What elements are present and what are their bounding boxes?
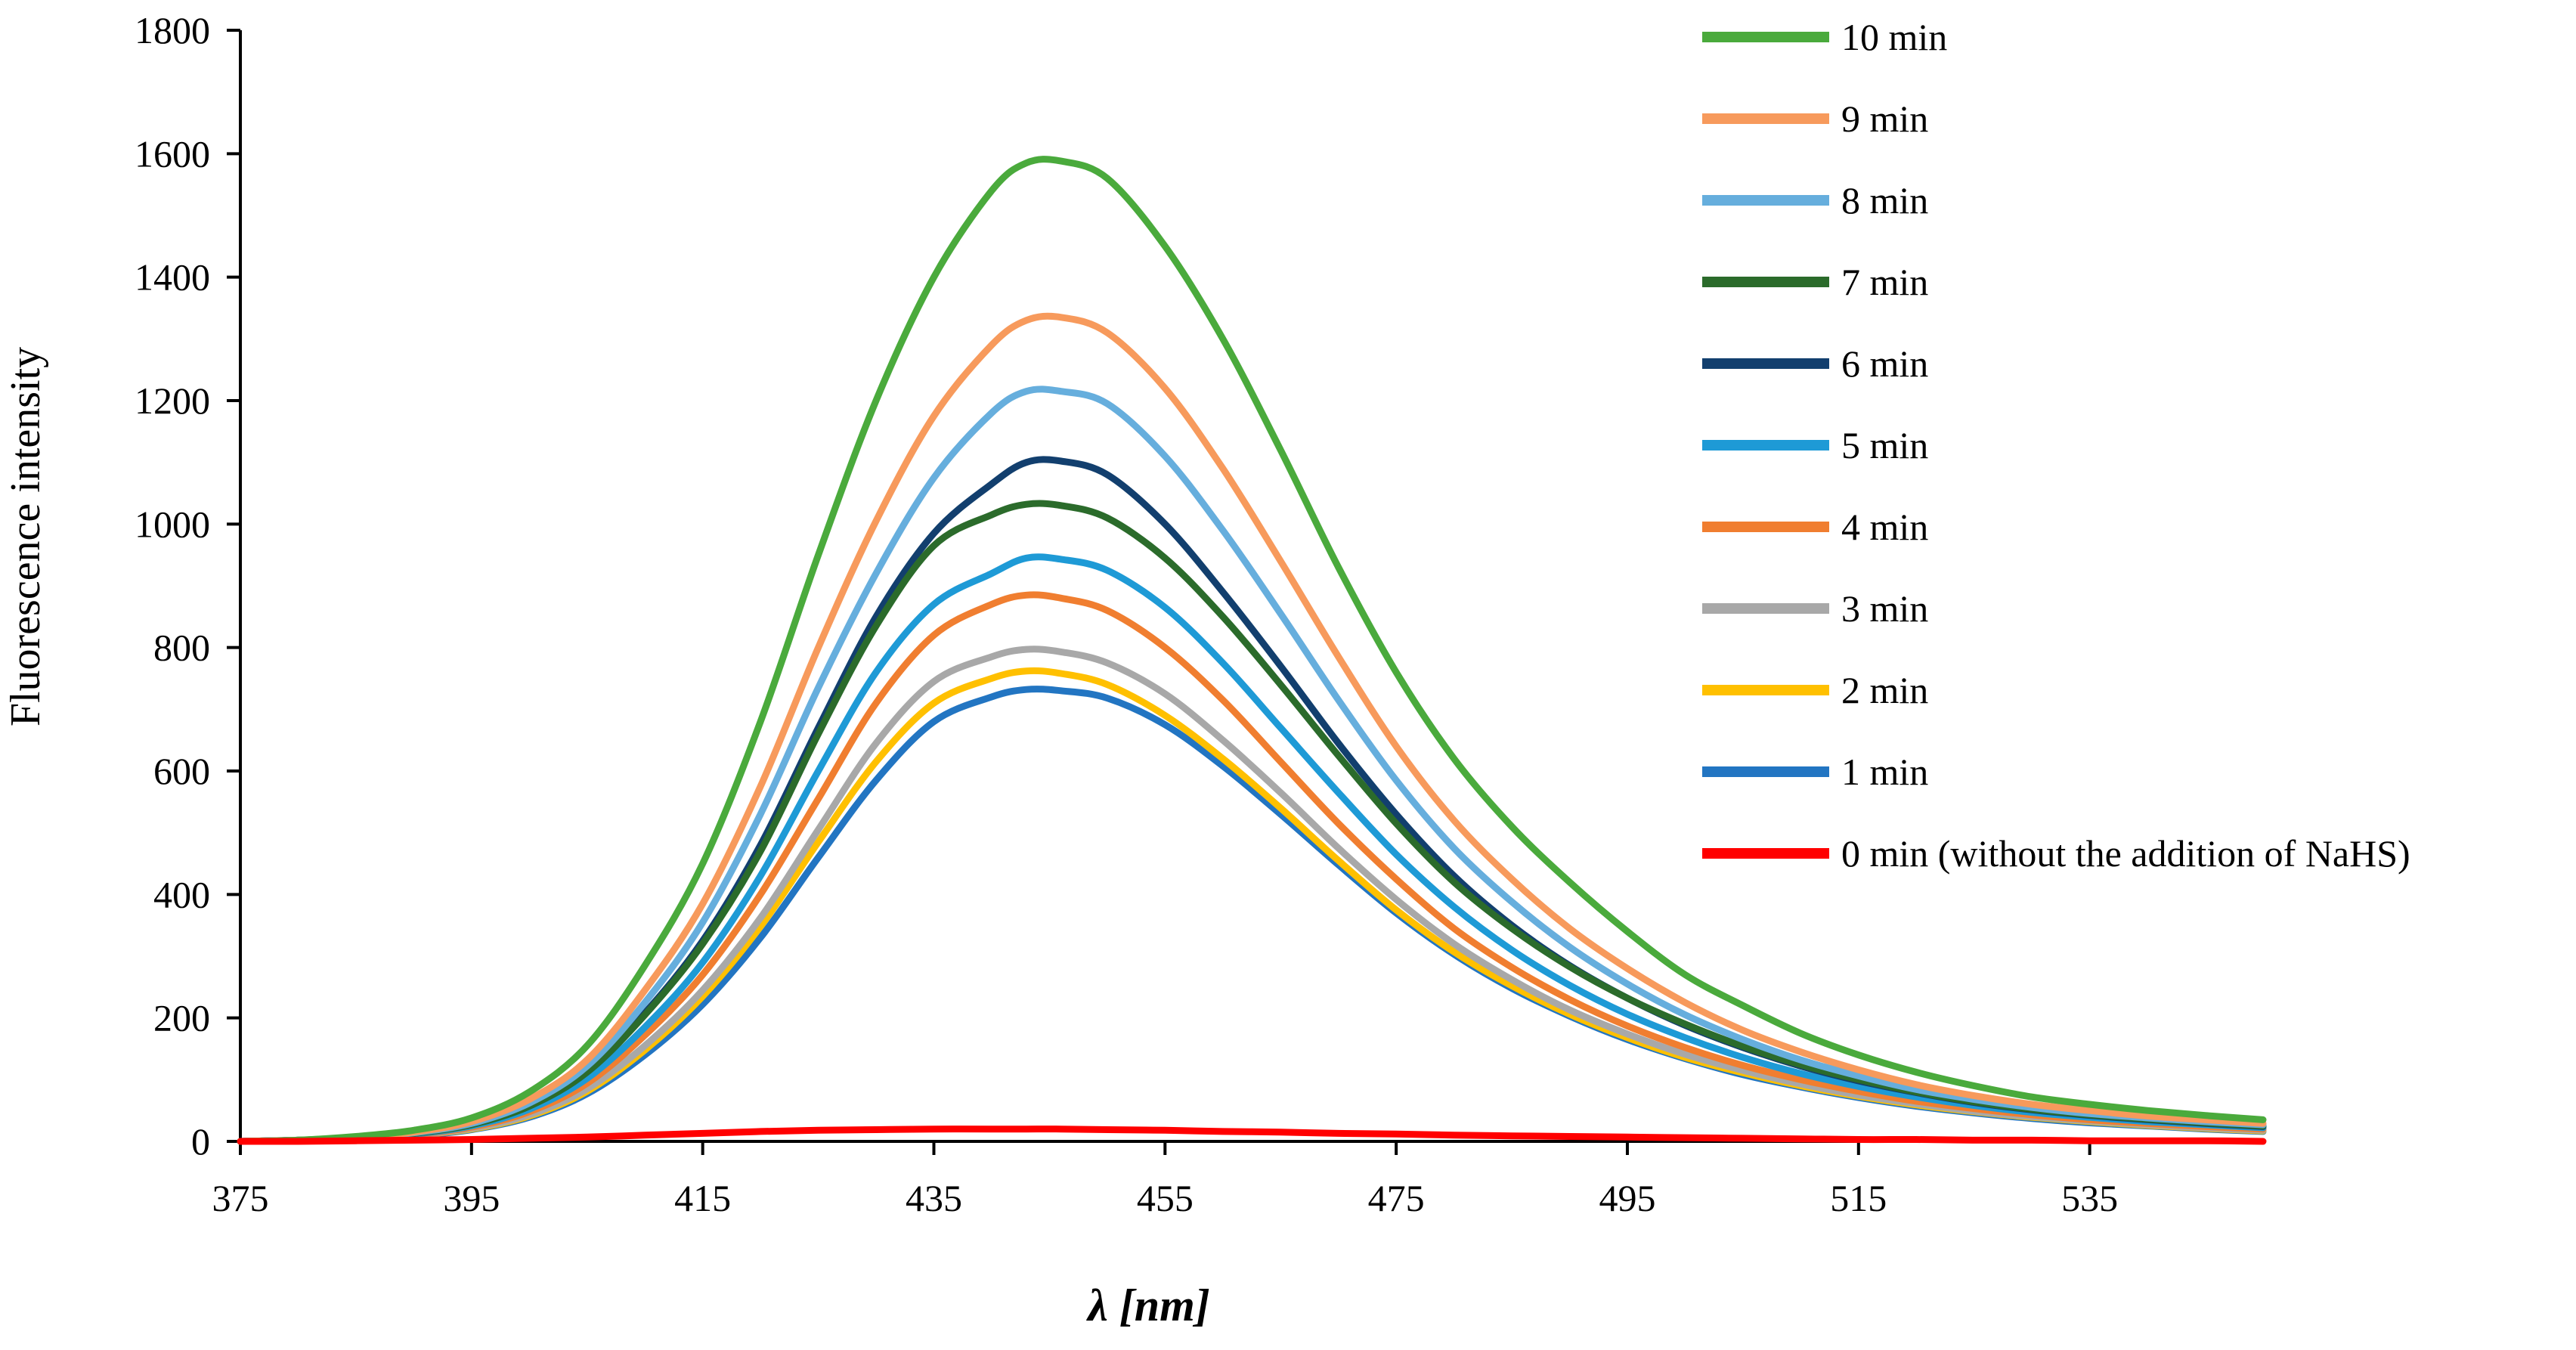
x-tick-label: 455 xyxy=(1137,1177,1194,1219)
legend-label: 6 min xyxy=(1841,342,1928,385)
x-tick-label: 535 xyxy=(2061,1177,2118,1219)
y-axis-title: Fluorescence intensity xyxy=(2,347,49,726)
series-line-8 xyxy=(237,646,2267,1145)
series-line-3 xyxy=(237,385,2267,1145)
y-tick-label: 600 xyxy=(153,750,210,792)
y-tick-label: 400 xyxy=(153,873,210,915)
legend-label: 7 min xyxy=(1841,261,1928,303)
y-tick-label: 1200 xyxy=(135,379,210,422)
legend-label: 5 min xyxy=(1841,424,1928,466)
series-line-9 xyxy=(237,667,2267,1145)
legend-label: 10 min xyxy=(1841,16,1947,58)
legend-label: 1 min xyxy=(1841,751,1928,793)
y-tick-label: 1600 xyxy=(135,132,210,175)
series-line-4 xyxy=(237,500,2267,1145)
series-line-2 xyxy=(237,312,2267,1145)
x-tick-label: 375 xyxy=(212,1177,269,1219)
x-tick-label: 495 xyxy=(1599,1177,1655,1219)
y-tick-label: 200 xyxy=(153,997,210,1039)
x-tick-label: 435 xyxy=(906,1177,962,1219)
series-line-10 xyxy=(237,686,2267,1145)
x-axis-title: λ [nm] xyxy=(1085,1280,1210,1330)
y-tick-label: 0 xyxy=(191,1120,210,1163)
x-tick-label: 395 xyxy=(443,1177,500,1219)
x-tick-label: 515 xyxy=(1830,1177,1887,1219)
legend-label: 2 min xyxy=(1841,669,1928,711)
legend-label: 0 min (without the addition of NaHS) xyxy=(1841,832,2410,875)
legend-label: 4 min xyxy=(1841,506,1928,548)
series-layer xyxy=(237,156,2267,1145)
series-line-1 xyxy=(237,156,2267,1145)
legend-label: 3 min xyxy=(1841,587,1928,630)
y-tick-label: 1000 xyxy=(135,503,210,545)
y-tick-label: 800 xyxy=(153,627,210,669)
series-line-7 xyxy=(237,591,2267,1145)
legend: 10 min 9 min 8 min 7 min 6 min 5 min 4 min 3 mi… xyxy=(1702,16,2410,875)
series-line-5 xyxy=(237,456,2267,1145)
legend-label: 9 min xyxy=(1841,98,1928,140)
legend-label: 8 min xyxy=(1841,179,1928,221)
y-tick-label: 1400 xyxy=(135,256,210,299)
x-tick-label: 475 xyxy=(1368,1177,1425,1219)
series-line-6 xyxy=(237,553,2267,1145)
series-line-11 xyxy=(237,1126,2267,1145)
axes: 0 200 400 600 800 1000 1200 1400 1600 1800 375 395 4… xyxy=(135,9,2263,1219)
y-tick-label: 1800 xyxy=(135,9,210,51)
x-tick-label: 415 xyxy=(674,1177,731,1219)
